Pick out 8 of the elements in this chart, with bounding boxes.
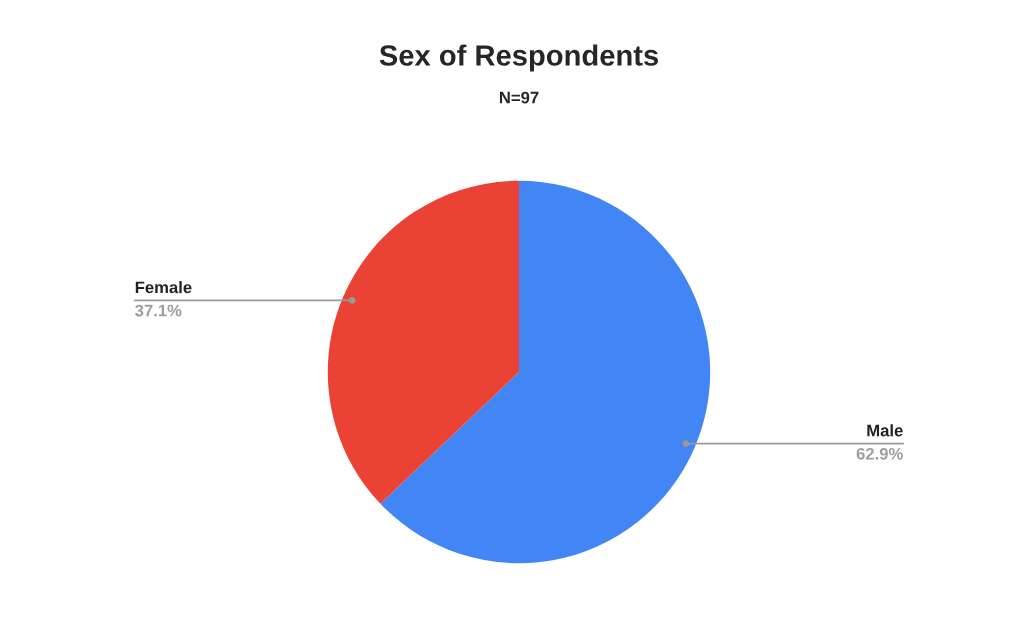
pie-slice [380,180,711,564]
slice-label: Female [135,281,192,294]
chart-title: Sex of Respondents [379,44,658,72]
chart-subtitle: N=97 [499,91,539,104]
data-label: 62.9% [856,447,903,460]
slice-label: Male [867,424,903,437]
data-label: 37.1% [135,304,182,317]
pie-slice [327,180,519,504]
